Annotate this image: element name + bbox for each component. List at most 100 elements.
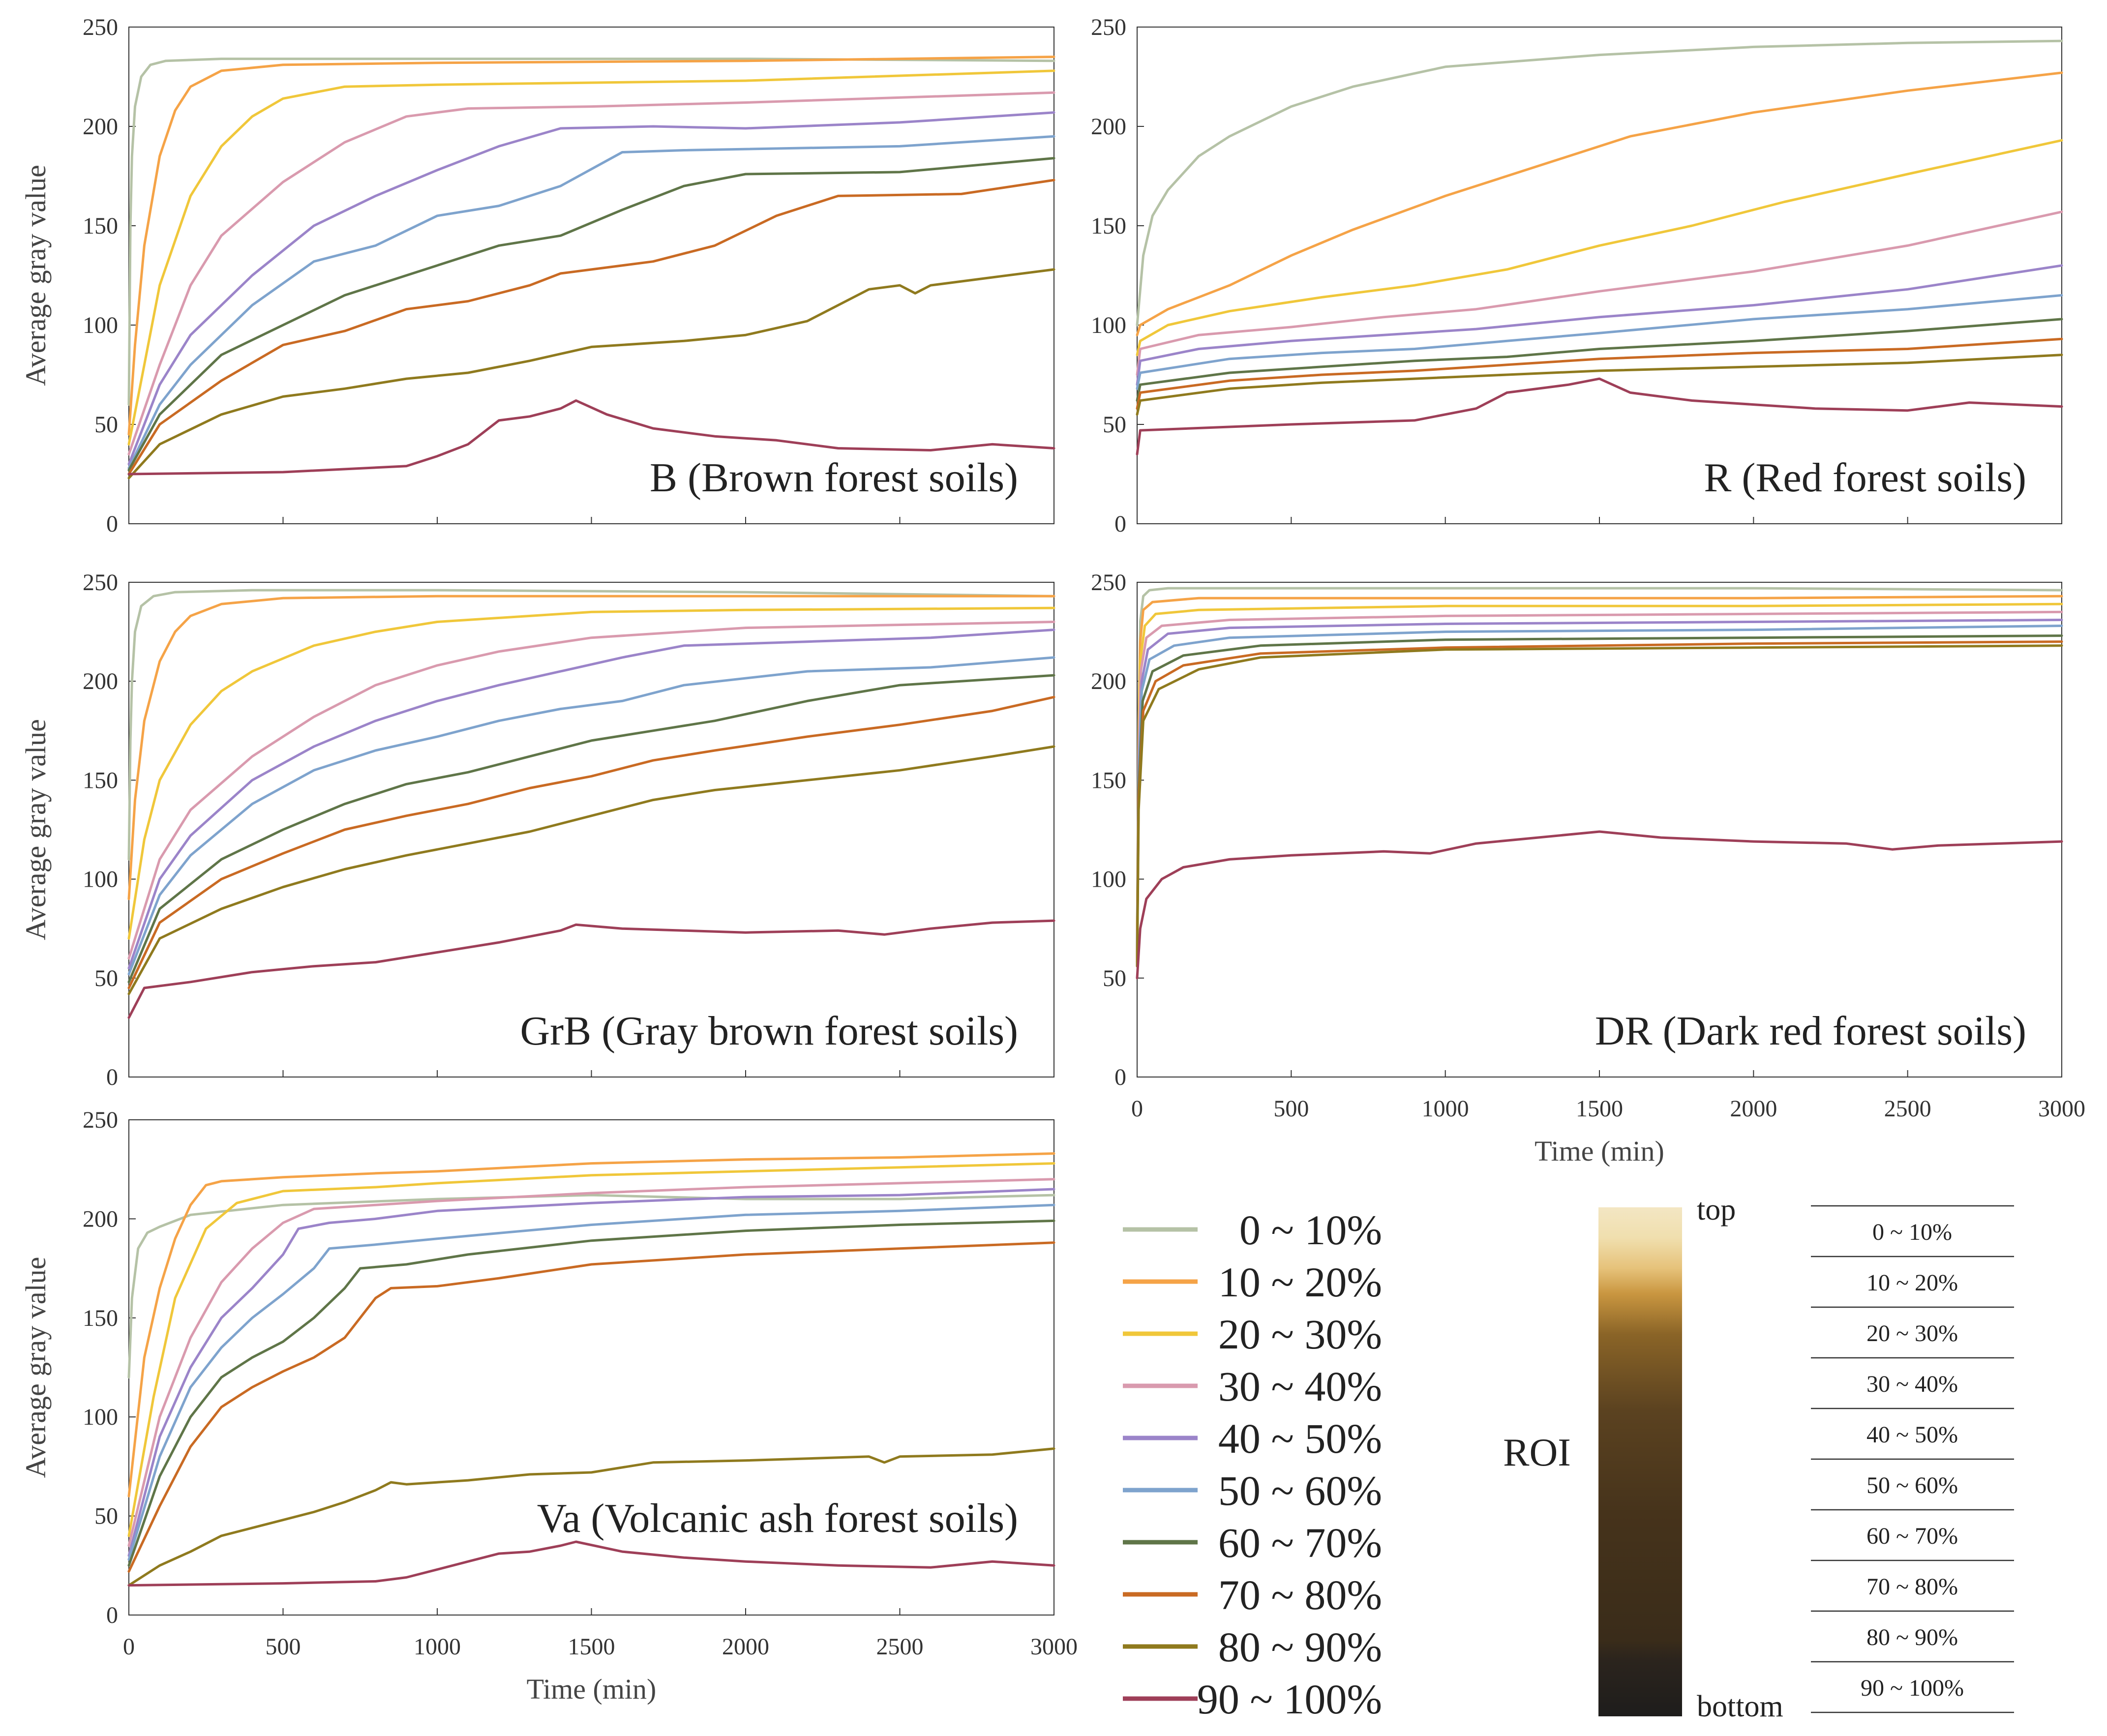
- grb-series-line-4: [127, 621, 1055, 960]
- roi-row-label: 70 ~ 80%: [1866, 1574, 1958, 1600]
- b-y-tick-label: 150: [83, 213, 118, 239]
- panel-grb: 0 50 100 150 200 250 Average gray value GrB (G…: [20, 569, 1055, 1090]
- dr-x-tick-label: 0: [1131, 1096, 1143, 1122]
- va-y-tick-label: 150: [83, 1305, 118, 1331]
- dr-x-tick-label: 2000: [1730, 1096, 1777, 1122]
- va-x-axis-label: Time (min): [527, 1673, 657, 1705]
- grb-series-line-9: [127, 745, 1055, 995]
- grb-series-line-6: [127, 656, 1055, 976]
- va-x-tick-label: 3000: [1030, 1634, 1078, 1660]
- b-series-line-5: [127, 111, 1055, 466]
- panel-va-title: Va (Volcanic ash forest soils): [537, 1496, 1018, 1541]
- b-series-line-2: [127, 56, 1055, 436]
- va-y-tick-label: 100: [83, 1404, 118, 1430]
- b-y-tick-label: 250: [83, 14, 118, 40]
- panel-dr-title: DR (Dark red forest soils): [1595, 1008, 2026, 1054]
- roi-depth-table: 0 ~ 10% 10 ~ 20% 20 ~ 30% 30 ~ 40% 40 ~ 50% 5…: [1811, 1205, 2014, 1713]
- r-y-tick-label: 150: [1091, 213, 1126, 239]
- va-series-line-2: [127, 1152, 1055, 1497]
- legend-label: 20 ~ 30%: [1218, 1311, 1382, 1358]
- r-y-tick-label: 100: [1091, 312, 1126, 338]
- grb-y-axis-label: Average gray value: [20, 719, 52, 940]
- r-series-line-3: [1136, 139, 2063, 357]
- grb-series-line-2: [127, 595, 1055, 900]
- b-y-tick-label: 100: [83, 312, 118, 338]
- va-y-tick-label: 0: [106, 1602, 118, 1628]
- va-series-line-5: [127, 1188, 1055, 1557]
- grb-series-line-5: [127, 629, 1055, 970]
- va-series-line-10: [127, 1540, 1055, 1587]
- panel-grb-plot: 0 50 100 150 200 250 Average gray value: [20, 569, 1055, 1090]
- roi-title: ROI: [1503, 1431, 1571, 1474]
- r-series-line-9: [1136, 354, 2063, 416]
- dr-x-axis-label: Time (min): [1535, 1135, 1664, 1167]
- b-series-line-1: [127, 58, 1055, 406]
- roi-row-label: 10 ~ 20%: [1866, 1270, 1958, 1296]
- legend-label: 50 ~ 60%: [1218, 1467, 1382, 1514]
- roi-row-label: 0 ~ 10%: [1872, 1219, 1952, 1245]
- va-y-tick-label: 50: [94, 1503, 118, 1529]
- dr-series-line-9: [1136, 644, 2063, 968]
- va-series-line-3: [127, 1162, 1055, 1537]
- b-series-line-6: [127, 135, 1055, 470]
- dr-x-tick-label: 3000: [2038, 1096, 2085, 1122]
- roi-bottom-label: bottom: [1697, 1690, 1783, 1723]
- roi-row-label: 20 ~ 30%: [1866, 1320, 1958, 1347]
- va-series-line-6: [127, 1203, 1055, 1561]
- grb-y-tick-label: 100: [83, 867, 118, 893]
- grb-series-line-3: [127, 606, 1055, 940]
- dr-y-tick-label: 200: [1091, 668, 1126, 694]
- grb-series-line-7: [127, 674, 1055, 984]
- b-y-tick-label: 200: [83, 114, 118, 140]
- va-series-line-9: [127, 1447, 1055, 1587]
- r-series-line-1: [1136, 39, 2063, 327]
- roi-soil-column: [1598, 1207, 1682, 1716]
- b-series-line-8: [127, 179, 1055, 476]
- dr-x-tick-label: 500: [1273, 1096, 1309, 1122]
- dr-y-tick-label: 250: [1091, 569, 1126, 596]
- panel-b: 0 50 100 150 200 250 Average gray value B (Bro…: [20, 14, 1055, 537]
- roi-top-label: top: [1697, 1193, 1736, 1227]
- r-y-tick-label: 250: [1091, 14, 1126, 40]
- panel-grb-title: GrB (Gray brown forest soils): [520, 1008, 1018, 1054]
- va-x-tick-label: 1000: [414, 1634, 461, 1660]
- panel-r-title: R (Red forest soils): [1704, 455, 2026, 501]
- legend-label: 10 ~ 20%: [1218, 1258, 1382, 1306]
- b-y-tick-label: 0: [106, 511, 118, 537]
- va-series-line-1: [127, 1194, 1055, 1379]
- roi-panel: ROI top bottom 0 ~ 10% 10 ~ 20% 20 ~ 30% 30…: [1503, 1193, 2014, 1723]
- roi-row-label: 80 ~ 90%: [1866, 1624, 1958, 1650]
- va-x-tick-label: 0: [123, 1634, 135, 1660]
- panel-r-plot: 0 50 100 150 200 250: [1091, 14, 2063, 537]
- roi-row-label: 90 ~ 100%: [1861, 1675, 1964, 1701]
- r-series-line-2: [1136, 71, 2063, 336]
- va-series-line-7: [127, 1219, 1055, 1567]
- dr-x-tick-label: 1000: [1422, 1096, 1469, 1122]
- r-series-line-6: [1136, 294, 2063, 390]
- dr-y-tick-label: 100: [1091, 867, 1126, 893]
- panel-b-title: B (Brown forest soils): [650, 455, 1018, 501]
- dr-y-tick-label: 150: [1091, 767, 1126, 793]
- dr-x-tick-label: 2500: [1884, 1096, 1931, 1122]
- va-y-tick-label: 200: [83, 1206, 118, 1232]
- legend-label: 70 ~ 80%: [1218, 1571, 1382, 1618]
- va-x-tick-label: 1500: [568, 1634, 615, 1660]
- b-y-tick-label: 50: [94, 412, 118, 438]
- dr-y-tick-label: 50: [1103, 965, 1126, 991]
- va-y-tick-label: 250: [83, 1107, 118, 1133]
- r-y-tick-label: 50: [1103, 412, 1126, 438]
- grb-y-tick-label: 250: [83, 569, 118, 596]
- legend-label: 0 ~ 10%: [1239, 1206, 1382, 1254]
- grb-y-tick-label: 0: [106, 1064, 118, 1090]
- r-y-tick-label: 0: [1114, 511, 1126, 537]
- va-x-tick-label: 2000: [722, 1634, 769, 1660]
- r-series-line-7: [1136, 318, 2063, 402]
- grb-y-tick-label: 200: [83, 668, 118, 694]
- r-series-line-8: [1136, 337, 2063, 410]
- grb-series-line-1: [127, 589, 1055, 861]
- roi-row-label: 60 ~ 70%: [1866, 1523, 1958, 1549]
